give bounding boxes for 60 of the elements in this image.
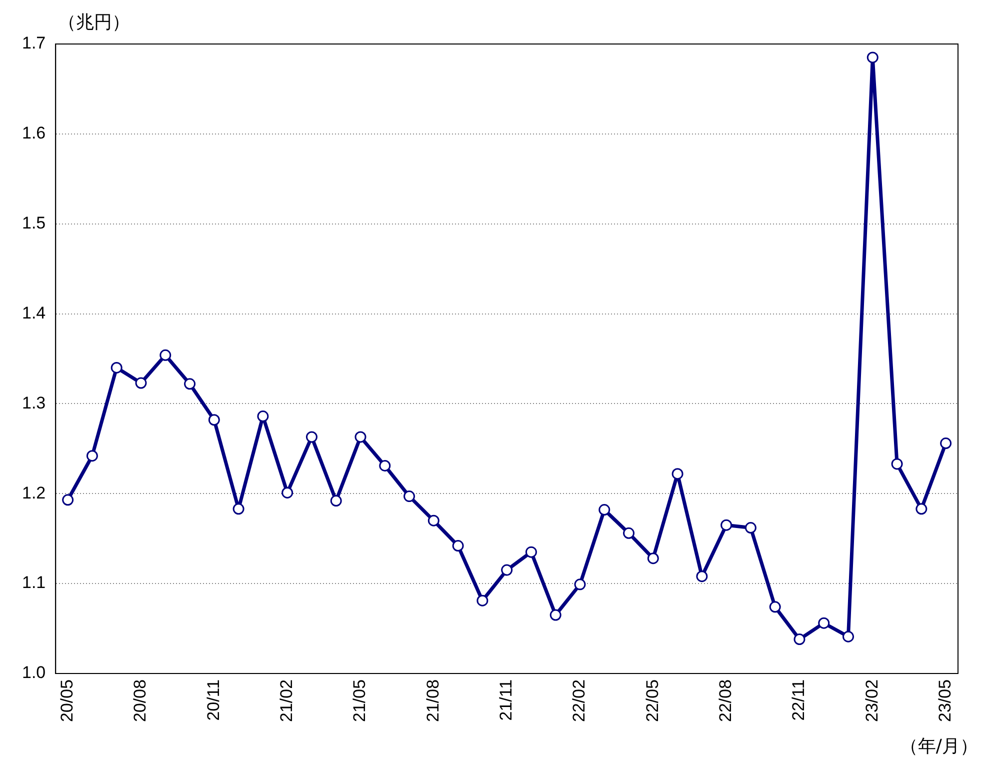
point [598,504,610,516]
point [550,609,562,621]
x-tick-label: 22/08 [716,679,735,722]
x-tick-label: 22/02 [570,679,589,722]
point [940,438,952,450]
point [720,519,732,531]
point [769,601,781,613]
point [501,564,513,576]
x-tick-label: 22/05 [642,679,662,722]
point [574,578,586,590]
y-axis-title: （兆円） [58,11,130,34]
point [623,527,635,539]
x-tick-label: 21/05 [350,679,370,722]
point [282,486,294,498]
x-tick-label: 23/05 [935,679,954,722]
y-tick-label: 1.1 [22,573,46,592]
x-tick-label: 21/02 [277,679,296,722]
point [86,450,98,462]
point [354,431,366,443]
x-tick-label: 20/05 [58,679,77,722]
point [916,503,928,515]
point [647,552,659,564]
y-tick-label: 1.2 [22,483,46,502]
point [404,490,416,502]
point [62,494,74,506]
x-tick-label: 21/08 [423,679,442,722]
point [842,630,854,642]
x-axis-title: （年/月） [900,735,978,758]
point [232,503,244,515]
y-tick-label: 1.7 [22,34,46,53]
y-tick-label: 1.4 [22,303,46,322]
point [794,634,806,646]
x-tick-label: 20/08 [130,679,150,722]
point [891,458,903,470]
point [208,414,220,426]
y-tick-label: 1.3 [22,393,46,412]
x-tick-label: 21/11 [496,679,516,721]
x-tick-label: 22/11 [789,679,808,721]
point [257,410,269,422]
point [476,594,488,606]
x-tick-label: 23/02 [862,679,882,722]
point [160,349,172,361]
point [696,570,708,582]
point [330,495,342,507]
point [672,468,684,480]
point [525,546,537,558]
point [306,431,318,443]
point [379,460,391,472]
point [452,540,464,552]
point [184,378,196,390]
point [110,362,122,374]
point [866,52,878,64]
x-tick-label: 20/11 [204,679,223,721]
point [818,617,830,629]
y-tick-label: 1.5 [22,214,46,233]
y-tick-label: 1.0 [22,663,46,682]
point [428,514,440,526]
point [135,377,147,389]
y-tick-label: 1.6 [22,124,46,143]
point [744,522,756,534]
